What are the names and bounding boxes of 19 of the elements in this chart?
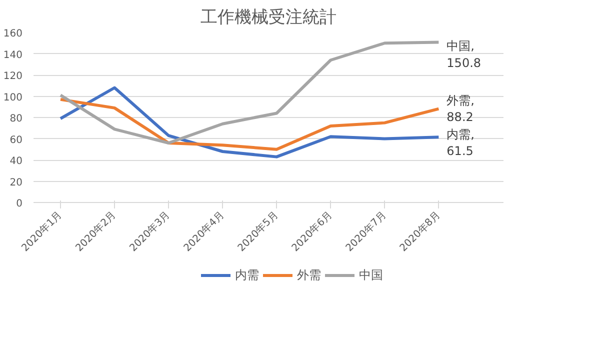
line-series bbox=[59, 98, 440, 151]
y-tick-label: 40 bbox=[10, 156, 23, 167]
y-tick-label: 60 bbox=[10, 134, 23, 146]
data-label: 内需, 61.5 bbox=[446, 127, 474, 158]
y-tick-label: 80 bbox=[10, 114, 23, 124]
y-tick-label: 0 bbox=[16, 198, 23, 210]
legend-label: 内需 bbox=[235, 266, 259, 284]
data-label: 中国, 150.8 bbox=[446, 39, 482, 70]
data-label: 外需, 88.2 bbox=[446, 93, 474, 124]
legend-label: 外需 bbox=[297, 266, 321, 284]
y-tick-label: 100 bbox=[3, 92, 23, 104]
chart-title: 工作機械受注統計 bbox=[200, 8, 336, 28]
y-tick-label: 160 bbox=[3, 28, 23, 40]
line-series bbox=[59, 40, 440, 144]
y-tick-label: 20 bbox=[10, 177, 23, 188]
line-series bbox=[59, 86, 440, 158]
legend-label: 中国 bbox=[359, 266, 383, 284]
y-tick-label: 120 bbox=[3, 71, 23, 82]
y-tick-label: 140 bbox=[3, 50, 23, 61]
